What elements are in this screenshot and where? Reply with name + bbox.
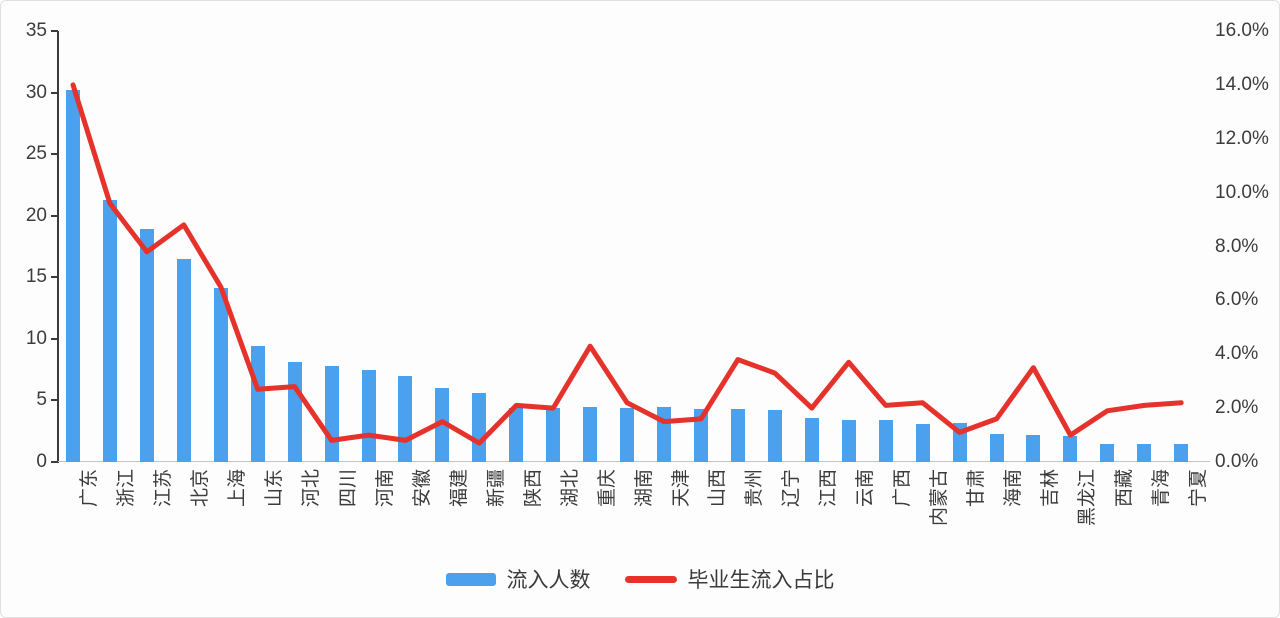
category-label-江西: 江西 bbox=[818, 469, 840, 508]
category-label-安徽: 安徽 bbox=[411, 469, 433, 508]
legend-label-bar: 流入人数 bbox=[506, 569, 591, 592]
right-tick-label: 2.0% bbox=[1215, 397, 1259, 419]
bar-上海 bbox=[213, 288, 228, 462]
bar-swatch-icon bbox=[445, 572, 496, 586]
bar-河南 bbox=[361, 369, 376, 462]
category-label-西藏: 西藏 bbox=[1113, 469, 1135, 508]
bar-福建 bbox=[435, 388, 450, 462]
left-axis-line bbox=[57, 31, 59, 463]
category-label-辽宁: 辽宁 bbox=[781, 469, 803, 508]
right-tick-label: 12.0% bbox=[1215, 127, 1269, 149]
category-label-河北: 河北 bbox=[301, 469, 323, 508]
bar-江苏 bbox=[139, 229, 154, 462]
bar-重庆 bbox=[583, 406, 598, 462]
legend-label-line: 毕业生流入占比 bbox=[687, 569, 835, 592]
left-tick-mark bbox=[51, 153, 58, 156]
bar-云南 bbox=[841, 420, 856, 462]
bar-新疆 bbox=[472, 393, 487, 462]
category-label-云南: 云南 bbox=[855, 469, 877, 508]
category-label-福建: 福建 bbox=[448, 469, 470, 508]
right-tick-label: 16.0% bbox=[1215, 20, 1269, 41]
line-series bbox=[70, 82, 1184, 446]
category-label-河南: 河南 bbox=[375, 469, 397, 508]
category-label-山东: 山东 bbox=[264, 469, 286, 508]
bar-山西 bbox=[693, 409, 708, 462]
bar-内蒙古 bbox=[915, 423, 930, 462]
left-tick-label: 15 bbox=[25, 266, 47, 288]
bar-吉林 bbox=[1026, 434, 1041, 462]
category-label-山西: 山西 bbox=[707, 469, 729, 508]
category-label-上海: 上海 bbox=[227, 469, 249, 508]
category-label-黑龙江: 黑龙江 bbox=[1076, 469, 1098, 527]
category-label-广西: 广西 bbox=[892, 469, 914, 508]
left-tick-label: 25 bbox=[25, 143, 47, 165]
category-label-宁夏: 宁夏 bbox=[1187, 469, 1209, 508]
right-tick-label: 0.0% bbox=[1215, 451, 1259, 472]
category-label-天津: 天津 bbox=[670, 469, 692, 508]
bar-湖北 bbox=[546, 407, 561, 462]
category-label-江苏: 江苏 bbox=[153, 469, 175, 508]
left-tick-mark bbox=[51, 461, 58, 463]
bar-辽宁 bbox=[767, 410, 782, 462]
bar-广西 bbox=[878, 420, 893, 462]
bar-江西 bbox=[804, 417, 819, 462]
bar-黑龙江 bbox=[1063, 436, 1078, 462]
left-tick-label: 35 bbox=[25, 20, 47, 41]
right-tick-label: 4.0% bbox=[1215, 343, 1259, 365]
category-label-吉林: 吉林 bbox=[1039, 469, 1061, 508]
left-tick-mark bbox=[51, 337, 58, 340]
left-tick-mark bbox=[51, 30, 58, 32]
bar-广东 bbox=[66, 90, 80, 462]
bar-海南 bbox=[989, 433, 1004, 462]
bar-湖南 bbox=[620, 407, 635, 462]
legend-item-line: 毕业生流入占比 bbox=[624, 564, 835, 594]
category-label-海南: 海南 bbox=[1003, 469, 1024, 508]
bar-青海 bbox=[1137, 443, 1152, 462]
left-tick-label: 20 bbox=[25, 204, 47, 226]
category-label-新疆: 新疆 bbox=[485, 469, 507, 508]
category-label-陕西: 陕西 bbox=[522, 469, 544, 508]
left-tick-label: 5 bbox=[36, 389, 47, 411]
category-label-甘肃: 甘肃 bbox=[966, 469, 988, 508]
legend: 流入人数 毕业生流入占比 bbox=[1, 564, 1279, 594]
right-tick-label: 8.0% bbox=[1215, 235, 1259, 257]
category-label-重庆: 重庆 bbox=[596, 469, 618, 508]
left-tick-mark bbox=[51, 214, 58, 217]
right-tick-label: 10.0% bbox=[1215, 181, 1269, 203]
category-label-湖南: 湖南 bbox=[633, 469, 655, 508]
category-label-青海: 青海 bbox=[1150, 469, 1172, 508]
right-tick-label: 6.0% bbox=[1215, 289, 1259, 311]
bar-浙江 bbox=[102, 199, 117, 462]
bar-陕西 bbox=[509, 407, 524, 462]
bar-贵州 bbox=[730, 409, 745, 462]
bar-宁夏 bbox=[1174, 443, 1189, 462]
bar-北京 bbox=[176, 258, 191, 462]
category-label-北京: 北京 bbox=[190, 469, 212, 508]
category-label-内蒙古: 内蒙古 bbox=[929, 469, 951, 527]
category-label-广东: 广东 bbox=[79, 469, 101, 508]
category-label-湖北: 湖北 bbox=[559, 469, 581, 508]
line-swatch-icon bbox=[624, 575, 677, 583]
right-tick-label: 14.0% bbox=[1215, 73, 1269, 95]
left-tick-mark bbox=[51, 91, 58, 94]
left-tick-mark bbox=[51, 399, 58, 402]
category-label-浙江: 浙江 bbox=[116, 469, 138, 508]
bar-西藏 bbox=[1100, 443, 1115, 462]
legend-item-bar: 流入人数 bbox=[445, 564, 591, 594]
left-tick-label: 30 bbox=[25, 81, 47, 103]
category-label-贵州: 贵州 bbox=[744, 469, 766, 508]
left-tick-label: 10 bbox=[25, 327, 47, 349]
plot-area bbox=[58, 31, 1208, 462]
left-tick-label: 0 bbox=[36, 451, 47, 472]
left-tick-mark bbox=[51, 276, 58, 279]
category-label-四川: 四川 bbox=[338, 469, 360, 508]
